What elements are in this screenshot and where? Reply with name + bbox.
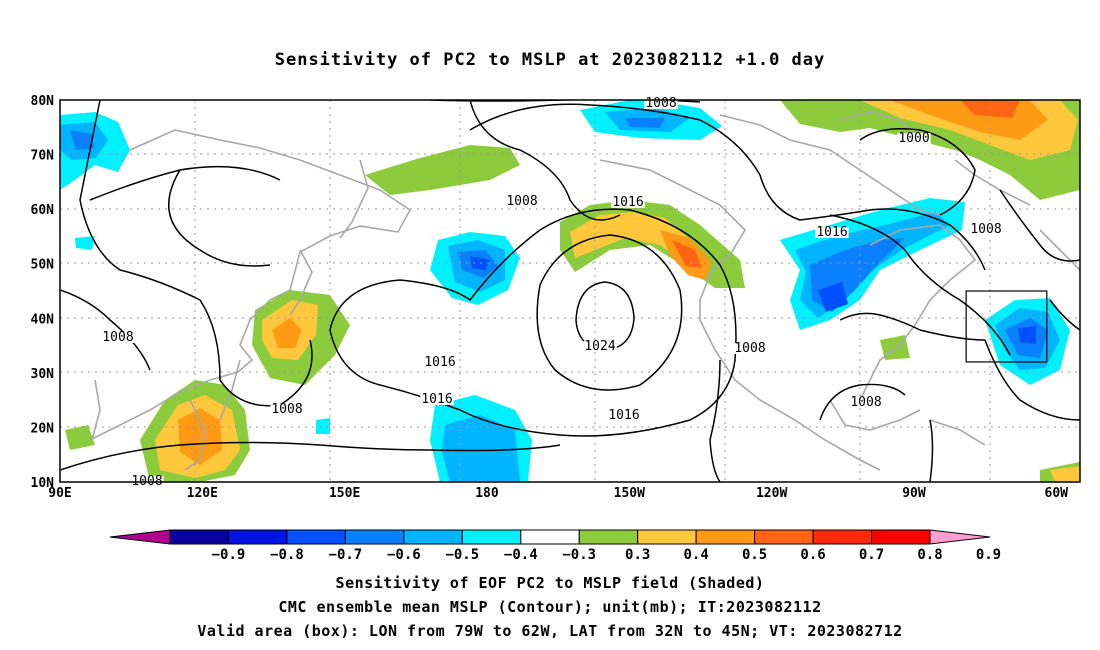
lon-label-3: 180	[475, 486, 499, 501]
coastlines	[89, 111, 1080, 471]
contour-label: 1000	[898, 131, 929, 146]
colorbar-label: −0.3	[562, 547, 596, 563]
colorbar-swatch	[169, 529, 229, 545]
colorbar-label: −0.4	[504, 547, 538, 563]
lat-label-7: 10N	[31, 476, 55, 491]
colorbar-swatch	[461, 529, 522, 545]
colorbar-label: −0.5	[445, 547, 479, 563]
lon-label-0: 90E	[48, 486, 71, 501]
lat-label-2: 60N	[31, 203, 55, 218]
lon-label-1: 120E	[187, 486, 218, 501]
contour-label: 1008	[506, 194, 537, 209]
colorbar-label: 0.7	[859, 547, 884, 563]
colorbar-label: 0.4	[684, 547, 709, 563]
colorbar-label: −0.6	[387, 547, 421, 563]
colorbar-label: 0.3	[625, 547, 650, 563]
lon-label-4: 150W	[614, 486, 645, 501]
map-frame	[59, 99, 1081, 483]
contour-label: 1016	[424, 355, 455, 370]
colorbar-low-arrow	[109, 529, 171, 545]
colorbar-swatch	[812, 529, 873, 545]
colorbar-swatch	[637, 529, 697, 545]
colorbar-swatch	[520, 529, 580, 545]
colorbar-swatch	[403, 529, 463, 545]
lon-label-2: 150E	[329, 486, 360, 501]
contour-label: 1008	[734, 341, 765, 356]
chart-title: Sensitivity of PC2 to MSLP at 2023082112…	[274, 50, 826, 70]
colorbar-label: −0.7	[329, 547, 363, 563]
latitude-labels: 80N 70N 60N 50N 40N 30N 20N 10N	[31, 94, 55, 491]
caption-shaded: Sensitivity of EOF PC2 to MSLP field (Sh…	[335, 574, 765, 592]
colorbar-swatch	[578, 529, 639, 545]
contour-label: 1024	[584, 339, 615, 354]
lat-label-0: 80N	[31, 94, 55, 109]
colorbar-swatch	[286, 529, 346, 545]
colorbar-label: −0.8	[270, 547, 304, 563]
colorbar-swatch	[754, 529, 814, 545]
colorbar-label: −0.9	[212, 547, 246, 563]
colorbar: −0.9 −0.8 −0.7 −0.6 −0.5 −0.4 −0.3 0.3 0.4 0.5 0.6…	[109, 529, 1001, 563]
longitude-labels: 90E 120E 150E 180 150W 120W 90W 60W	[48, 486, 1068, 501]
lat-label-5: 30N	[31, 367, 55, 382]
colorbar-label: 0.9	[976, 547, 1001, 563]
caption-contour: CMC ensemble mean MSLP (Contour); unit(m…	[278, 598, 822, 616]
caption-valid-area: Valid area (box): LON from 79W to 62W, L…	[197, 622, 903, 640]
contour-label: 1008	[970, 222, 1001, 237]
contour-label-layer: 1008 1000 1008 1016 1016 1008 1008 1016 1024 1008…	[101, 96, 1003, 489]
colorbar-label: 0.5	[742, 547, 767, 563]
contour-label: 1008	[850, 395, 881, 410]
shaded-positive-regions	[65, 100, 1080, 482]
contour-label: 1016	[421, 392, 452, 407]
contour-label: 1008	[102, 330, 133, 345]
colorbar-high-arrow	[929, 529, 991, 545]
lon-label-6: 90W	[902, 486, 926, 501]
contour-label: 1016	[608, 408, 639, 423]
lon-label-5: 120W	[756, 486, 787, 501]
contour-label: 1008	[271, 402, 302, 417]
lat-label-4: 40N	[31, 312, 55, 327]
contour-label: 1016	[612, 195, 643, 210]
colorbar-label: 0.6	[800, 547, 825, 563]
lat-label-1: 70N	[31, 149, 55, 164]
colorbar-swatch	[695, 529, 756, 545]
contour-label: 1008	[645, 96, 676, 111]
colorbar-label: 0.8	[917, 547, 942, 563]
colorbar-swatch	[871, 529, 931, 545]
colorbar-swatch	[227, 529, 288, 545]
colorbar-swatch	[344, 529, 405, 545]
contour-label: 1016	[816, 225, 847, 240]
lat-label-6: 20N	[31, 421, 55, 436]
lon-label-7: 60W	[1045, 486, 1069, 501]
shaded-negative-regions	[60, 100, 1070, 482]
mslp-contours	[60, 100, 1080, 482]
lat-label-3: 50N	[31, 258, 55, 273]
valid-area-box	[965, 290, 1048, 363]
